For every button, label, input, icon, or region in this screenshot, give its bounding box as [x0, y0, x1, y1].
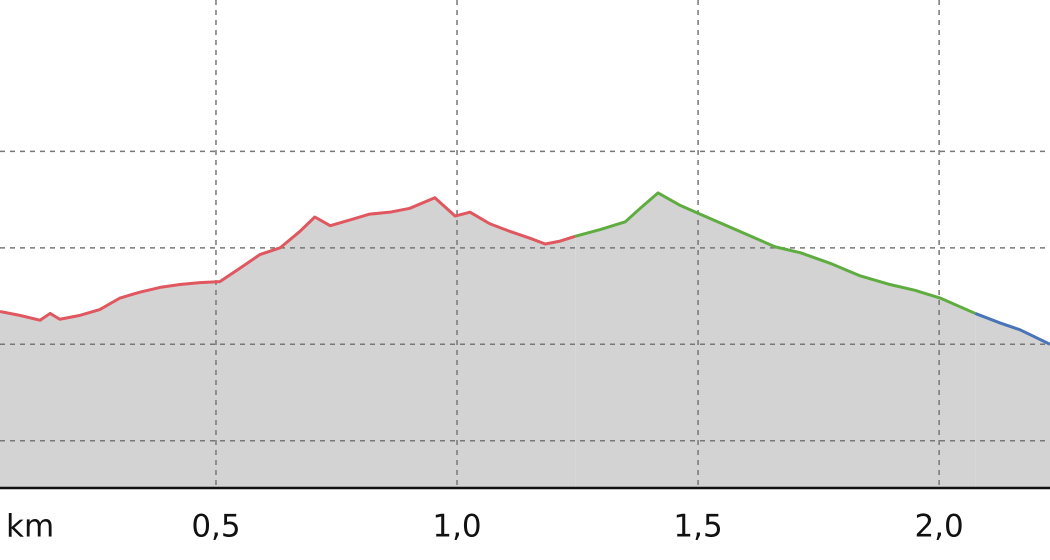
- area-fill: [975, 313, 1050, 488]
- x-axis-label: km: [6, 509, 54, 545]
- x-tick-label: 0,5: [191, 509, 240, 545]
- x-tick-label: 1,0: [432, 509, 481, 545]
- x-tick-label: 1,5: [673, 509, 722, 545]
- x-tick-label: 2,0: [914, 509, 963, 545]
- elevation-line: [0, 196, 576, 322]
- elevation-line: [574, 191, 976, 315]
- area-fill: [575, 192, 976, 488]
- area-fill: [0, 197, 576, 488]
- elevation-line: [974, 312, 1050, 346]
